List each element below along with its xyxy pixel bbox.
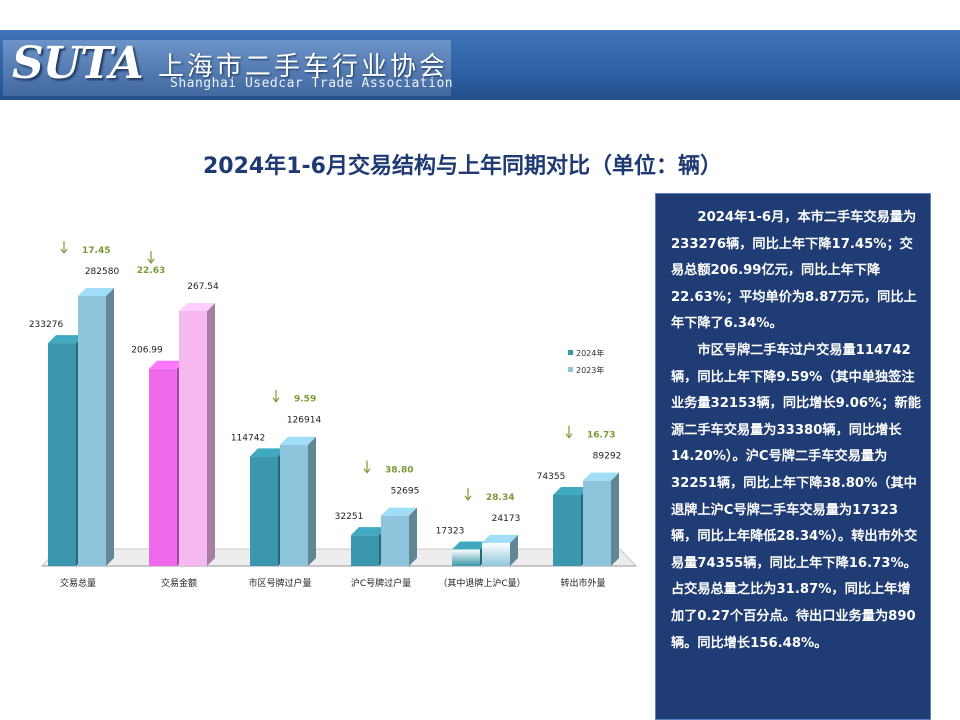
down-arrow-head-icon bbox=[363, 468, 371, 474]
data-label: 282580 bbox=[85, 267, 120, 277]
data-label: 74355 bbox=[537, 472, 566, 482]
category-label: 转出市外量 bbox=[560, 577, 605, 589]
data-label: 114742 bbox=[231, 433, 265, 443]
decline-percentage: 38.80 bbox=[385, 466, 413, 476]
data-label: 32251 bbox=[335, 512, 364, 522]
down-arrow-head-icon bbox=[464, 495, 472, 501]
data-label: 126914 bbox=[287, 416, 322, 426]
logo-panel bbox=[3, 40, 451, 96]
org-name-en: Shanghai Usedcar Trade Association bbox=[170, 76, 454, 91]
down-arrow-head-icon bbox=[272, 397, 280, 403]
bar-side bbox=[510, 534, 518, 566]
down-arrow-head-icon bbox=[565, 433, 573, 439]
bar-top bbox=[583, 472, 619, 481]
decline-percentage: 9.59 bbox=[294, 395, 316, 405]
bar-side bbox=[409, 507, 417, 566]
down-arrow-head-icon bbox=[147, 258, 155, 264]
bar-top bbox=[250, 448, 286, 457]
legend-swatch bbox=[568, 367, 573, 372]
bar bbox=[280, 444, 308, 566]
bar-top bbox=[482, 534, 518, 543]
bar-top bbox=[149, 360, 185, 369]
decline-percentage: 16.73 bbox=[587, 431, 615, 441]
summary-paragraph: 市区号牌二手车过户交易量114742辆，同比上年下降9.59%（其中单独签注业务… bbox=[671, 342, 921, 651]
bar bbox=[149, 368, 177, 566]
bar bbox=[381, 515, 409, 566]
bar bbox=[78, 296, 106, 566]
bar bbox=[482, 542, 510, 566]
category-label: 交易总量 bbox=[60, 577, 96, 589]
bar bbox=[250, 456, 278, 566]
data-label: 267.54 bbox=[187, 282, 219, 292]
bar-chart: 233276 282580 17.45 交易总量 206.99 267.54 22.63 交易… bbox=[0, 240, 660, 600]
data-label: 89292 bbox=[593, 452, 622, 462]
summary-paragraph: 2024年1-6月，本市二手车交易量为233276辆，同比上年下降17.45%；… bbox=[671, 210, 917, 332]
bar bbox=[553, 494, 581, 566]
page-title: 2024年1-6月交易结构与上年同期对比（单位：辆） bbox=[203, 154, 722, 179]
bar bbox=[583, 480, 611, 566]
data-label: 17323 bbox=[436, 526, 465, 536]
bar-top bbox=[78, 288, 114, 296]
data-label: 24173 bbox=[492, 514, 521, 524]
data-label: 52695 bbox=[391, 487, 420, 497]
legend-swatch bbox=[568, 350, 573, 355]
bar-top bbox=[48, 335, 84, 344]
category-label: 交易金额 bbox=[161, 577, 197, 589]
decline-percentage: 17.45 bbox=[82, 246, 110, 256]
bar-top bbox=[381, 507, 417, 516]
bar-top bbox=[452, 541, 488, 550]
category-label: 市区号牌过户量 bbox=[248, 577, 311, 589]
bar bbox=[351, 535, 379, 566]
bar-side bbox=[106, 288, 114, 566]
bar-top bbox=[179, 303, 215, 311]
bar-chart-svg: 233276 282580 17.45 交易总量 206.99 267.54 22.63 交易… bbox=[29, 241, 638, 589]
bar bbox=[179, 311, 207, 566]
bar-top bbox=[280, 436, 316, 445]
chart-floor bbox=[40, 548, 638, 567]
legend-label: 2023年 bbox=[576, 365, 604, 375]
bar-side bbox=[207, 303, 215, 566]
bar bbox=[48, 343, 76, 566]
decline-percentage: 22.63 bbox=[137, 266, 165, 276]
logo-suta: SUTA bbox=[12, 38, 144, 89]
bar-side bbox=[611, 472, 619, 566]
org-name-cn: 上海市二手车行业协会 bbox=[158, 52, 449, 82]
bar-top bbox=[553, 486, 589, 495]
category-label: （其中退牌上沪C量） bbox=[438, 577, 525, 589]
data-label: 233276 bbox=[29, 320, 64, 330]
bar bbox=[452, 549, 480, 566]
category-label: 沪C号牌过户量 bbox=[351, 577, 411, 589]
data-label: 206.99 bbox=[131, 346, 163, 356]
down-arrow-head-icon bbox=[60, 248, 68, 254]
decline-percentage: 28.34 bbox=[486, 493, 514, 503]
summary-text-box: 2024年1-6月，本市二手车交易量为233276辆，同比上年下降17.45%；… bbox=[655, 193, 931, 720]
legend-label: 2024年 bbox=[576, 348, 604, 358]
bar-side bbox=[308, 436, 316, 566]
bar-top bbox=[351, 527, 387, 536]
